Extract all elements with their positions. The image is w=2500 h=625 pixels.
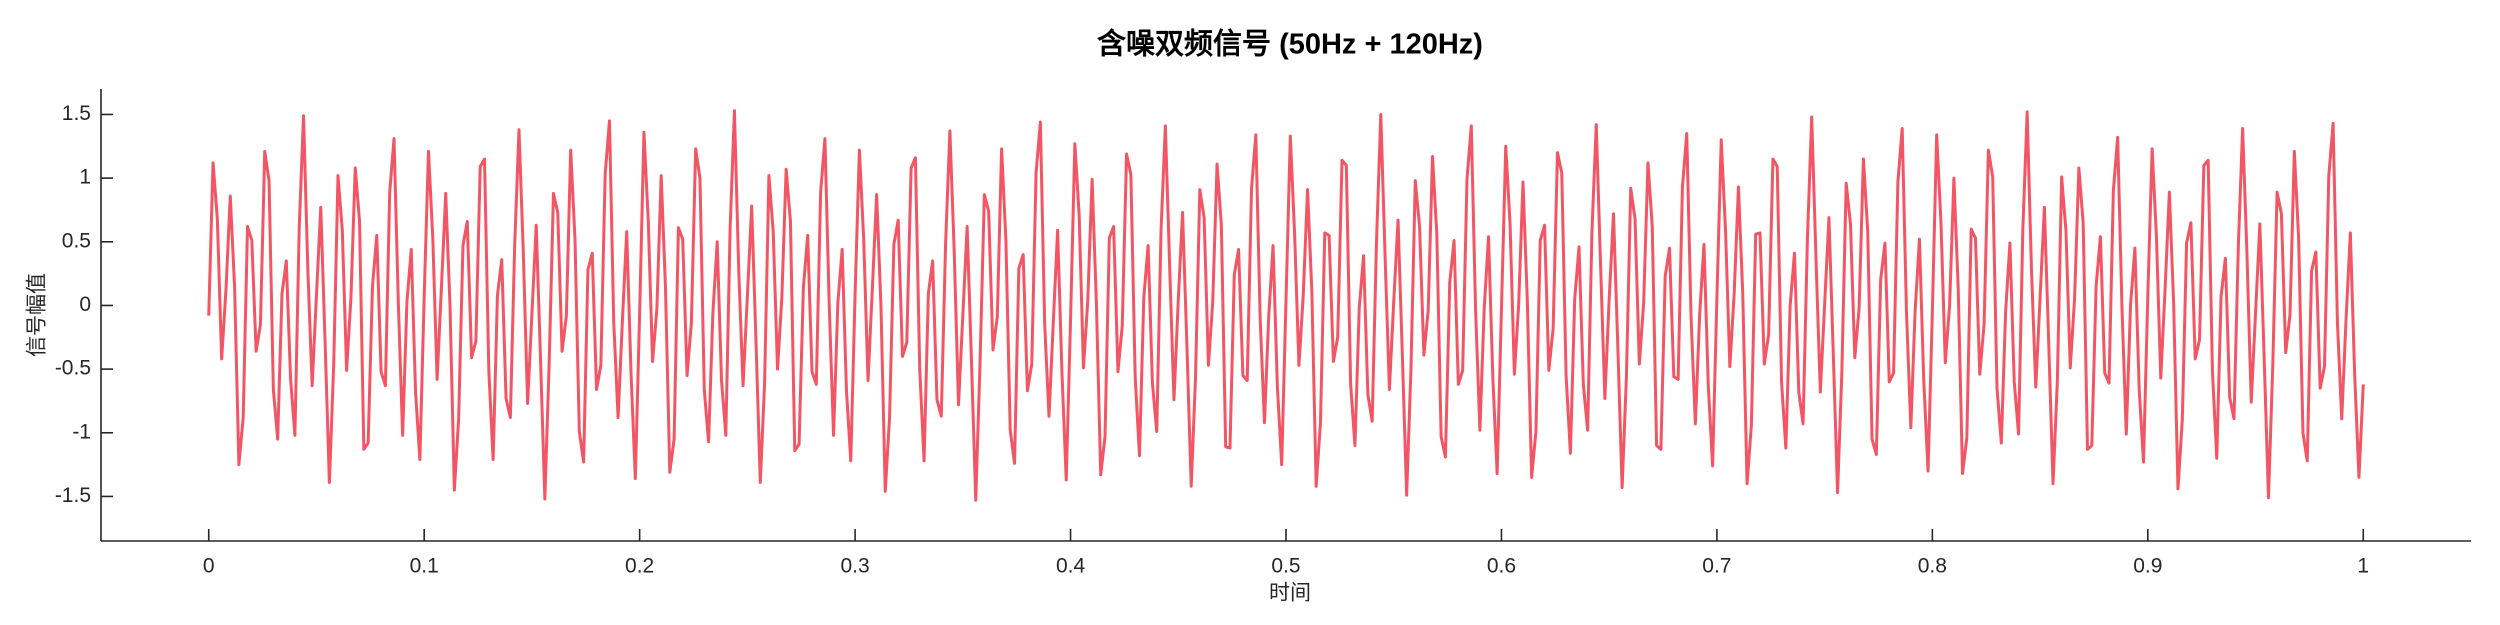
y-tick-label: -0.5 (55, 357, 91, 380)
y-tick-label: 0.5 (62, 229, 91, 252)
y-tick-label: 1 (79, 166, 91, 189)
x-tick-label: 0 (203, 555, 215, 578)
x-tick-label: 0.8 (1918, 555, 1947, 578)
x-tick-label: 1 (2357, 555, 2369, 578)
y-axis-label: 信号幅值 (26, 273, 49, 357)
signal-line (207, 109, 2365, 502)
x-tick-label: 0.5 (1271, 555, 1300, 578)
y-tick-label: -1 (72, 420, 91, 443)
x-tick-label: 0.2 (625, 555, 654, 578)
x-tick-label: 0.6 (1487, 555, 1516, 578)
x-axis-label: 时间 (1269, 582, 1311, 605)
chart-title: 含噪双频信号 (50Hz + 120Hz) (1097, 27, 1483, 61)
y-tick-label: -1.5 (55, 484, 91, 507)
plot-area: 0 0.1 0.2 0.3 0.4 0.5 0.6 0.7 0.8 0.9 1 -1.5 -1 -0.5 0… (55, 89, 2471, 578)
x-tick-label: 0.4 (1056, 555, 1086, 578)
x-tick-label: 0.1 (410, 555, 439, 578)
x-tick-label: 0.3 (840, 555, 869, 578)
x-tick-label: 0.9 (2133, 555, 2162, 578)
y-tick-label: 1.5 (62, 102, 91, 125)
x-tick-label: 0.7 (1702, 555, 1731, 578)
y-tick-label: 0 (79, 293, 91, 316)
